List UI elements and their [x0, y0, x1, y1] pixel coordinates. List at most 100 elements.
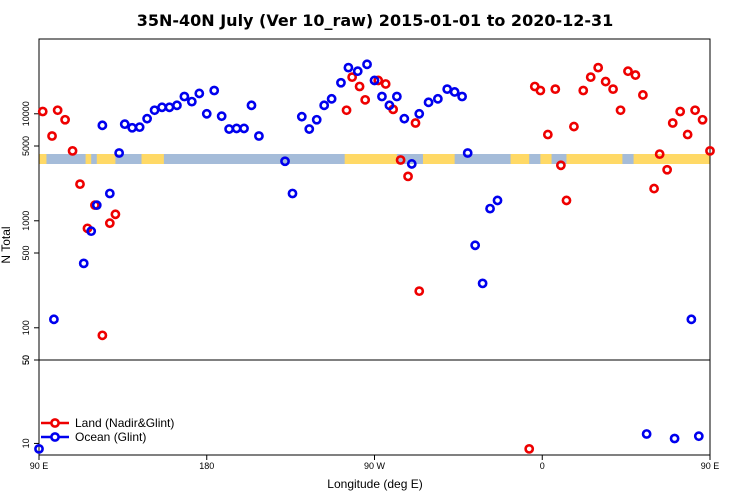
land-point: [555, 160, 566, 171]
land-point: [60, 114, 70, 125]
land-point: [690, 105, 700, 116]
ocean-point: [157, 102, 167, 113]
land-point: [414, 286, 425, 297]
ocean-point: [280, 156, 290, 167]
land-point: [110, 209, 121, 220]
x-tick-label: 90 E: [701, 461, 720, 471]
land-ocean-band: [39, 154, 710, 164]
y-axis-label: N Total: [0, 226, 13, 263]
land-point: [705, 145, 715, 156]
ocean-point: [492, 195, 503, 206]
land-point: [585, 72, 596, 83]
ocean-point: [406, 159, 417, 169]
ocean-point: [641, 429, 652, 439]
land-point: [47, 131, 57, 141]
land-point: [638, 90, 648, 100]
land-point: [682, 129, 693, 140]
plot-frames: [38, 38, 711, 456]
ocean-point: [179, 91, 190, 102]
ocean-point: [391, 91, 402, 102]
ocean-point: [134, 122, 145, 133]
y-tick-label: 50: [21, 355, 31, 365]
ocean-point: [377, 91, 387, 102]
y-tick-label: 10: [21, 438, 31, 448]
land-point: [578, 85, 589, 96]
land-point: [67, 145, 78, 156]
land-point: [524, 443, 535, 454]
land-segment: [96, 154, 116, 164]
ocean-point: [239, 123, 249, 134]
ocean-point: [352, 66, 363, 77]
y-tick-label: 5000: [21, 136, 31, 156]
y-tick-label: 50: [21, 355, 31, 365]
land-point: [360, 94, 371, 105]
ocean-point: [172, 100, 182, 111]
land-point: [37, 106, 48, 117]
legend-label: Ocean (Glint): [75, 430, 146, 444]
ocean-point: [296, 111, 307, 122]
x-axis-label: Longitude (deg E): [327, 477, 422, 491]
land-point: [373, 75, 384, 86]
land-point: [403, 171, 413, 182]
land-point: [600, 76, 611, 87]
ocean-point: [186, 96, 197, 107]
ocean-point: [449, 87, 460, 97]
ocean-point: [399, 113, 410, 124]
land-point: [608, 84, 618, 95]
ocean-point: [142, 113, 153, 124]
land-point: [97, 330, 108, 341]
land-point: [341, 105, 352, 116]
land-point: [569, 121, 579, 132]
legend-marker: [50, 418, 60, 428]
ocean-point: [423, 97, 434, 108]
ocean-point: [216, 111, 227, 122]
ocean-point: [164, 102, 175, 113]
ocean-point: [104, 188, 115, 199]
land-point: [593, 62, 604, 73]
ocean-point: [369, 75, 380, 86]
x-tick-label: 90 W: [364, 461, 386, 471]
ocean-point: [693, 431, 704, 442]
land-segment: [344, 154, 397, 164]
ocean-point: [485, 203, 495, 214]
land-point: [667, 118, 678, 128]
ocean-point: [470, 240, 481, 251]
ocean-point: [414, 108, 425, 119]
ocean-point: [127, 122, 138, 133]
land-point: [104, 218, 115, 229]
ocean-point: [91, 200, 102, 211]
land-point: [675, 106, 686, 117]
ocean-point: [669, 433, 680, 444]
land-point: [395, 155, 406, 165]
ocean-point: [119, 119, 130, 130]
ocean-point: [254, 131, 264, 141]
land-segment: [141, 154, 164, 164]
y-tick-label: 10000: [21, 101, 31, 126]
land-segment: [510, 154, 530, 164]
land-point: [697, 114, 708, 125]
ocean-series: [34, 59, 704, 454]
land-point: [52, 105, 63, 116]
ocean-point: [477, 278, 488, 289]
ocean-point: [343, 62, 354, 73]
ocean-point: [34, 443, 44, 454]
land-point: [550, 84, 561, 95]
land-point: [380, 79, 391, 89]
ocean-point: [336, 77, 346, 88]
land-point: [662, 164, 673, 175]
land-segment: [422, 154, 455, 164]
land-point: [561, 195, 572, 206]
ocean-point: [114, 148, 125, 158]
land-point: [654, 149, 665, 160]
ocean-point: [462, 148, 473, 158]
y-axis-upper: 50 100 500 1000 5000 10000: [21, 101, 39, 365]
ocean-point: [384, 100, 395, 111]
ocean-point: [97, 120, 108, 131]
land-point: [410, 118, 421, 128]
x-tick-label: 90 E: [30, 461, 49, 471]
ocean-point: [149, 105, 160, 116]
ocean-point: [686, 314, 697, 325]
land-point: [75, 179, 85, 190]
y-tick-label: 500: [21, 245, 31, 260]
